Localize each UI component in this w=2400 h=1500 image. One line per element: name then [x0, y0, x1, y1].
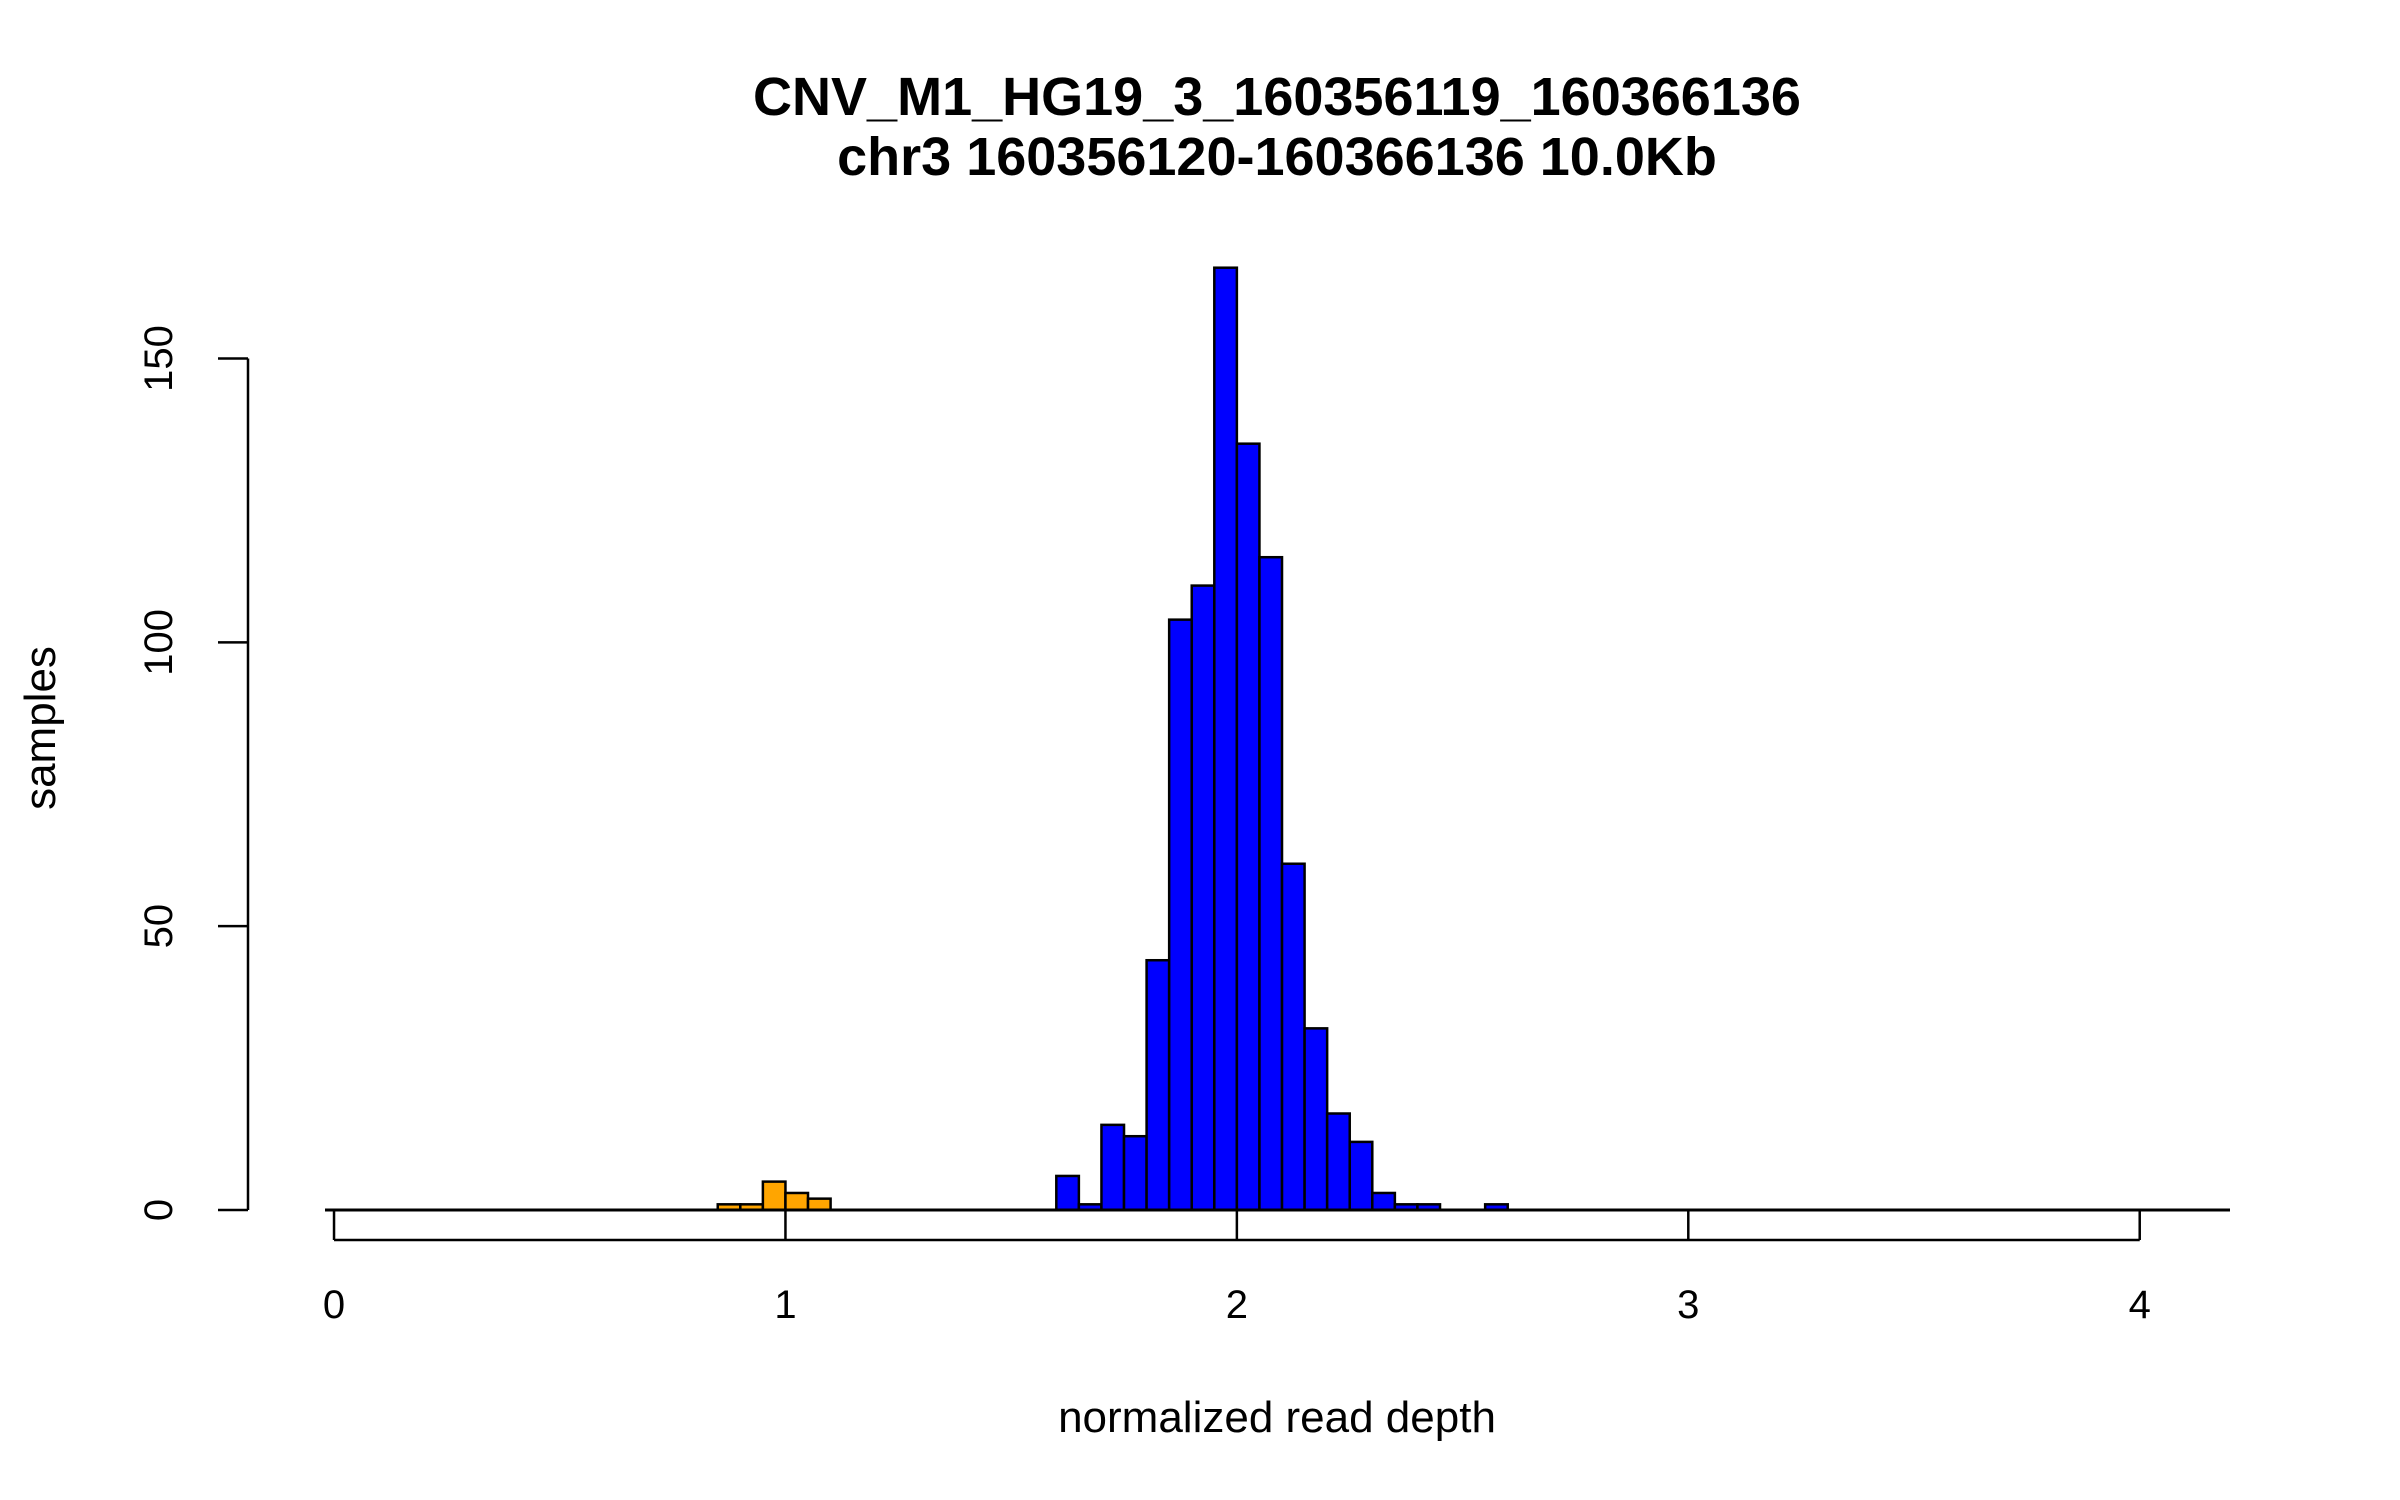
bar-deletion-3	[784, 1191, 810, 1212]
x-axis-label: normalized read depth	[1058, 1393, 1496, 1442]
bar-normal-10	[1280, 862, 1306, 1212]
bar-normal-9	[1258, 555, 1284, 1212]
x-tick-label-2: 2	[1226, 1283, 1248, 1327]
bar-normal-6	[1190, 584, 1216, 1212]
bar-normal-5	[1167, 618, 1193, 1212]
bar-normal-2	[1100, 1123, 1126, 1212]
bar-normal-0	[1055, 1174, 1081, 1212]
histogram-bars	[716, 266, 1509, 1212]
bar-normal-7	[1213, 266, 1239, 1212]
y-tick-label-2: 100	[137, 609, 181, 676]
bar-deletion-2	[761, 1180, 787, 1212]
chart-subtitle: chr3 160356120-160366136 10.0Kb	[837, 127, 1717, 187]
x-axis: 0 1 2 3 4	[323, 1210, 2151, 1327]
x-tick-label-3: 3	[1677, 1283, 1699, 1327]
chart-title: CNV_M1_HG19_3_160356119_160366136	[753, 67, 1801, 127]
x-tick-label-0: 0	[323, 1283, 345, 1327]
bar-normal-13	[1348, 1140, 1374, 1212]
bar-normal-3	[1122, 1134, 1148, 1212]
bar-normal-12	[1325, 1112, 1351, 1212]
x-tick-label-4: 4	[2129, 1283, 2151, 1327]
y-tick-label-1: 50	[137, 904, 181, 949]
x-tick-label-1: 1	[774, 1283, 796, 1327]
y-tick-label-3: 150	[137, 325, 181, 392]
y-tick-label-0: 0	[137, 1199, 181, 1221]
y-axis-label: samples	[16, 646, 65, 810]
bar-normal-4	[1145, 958, 1171, 1212]
bar-deletion-4	[806, 1197, 832, 1212]
bar-normal-8	[1235, 442, 1261, 1212]
bar-normal-14	[1371, 1191, 1397, 1212]
bar-normal-11	[1303, 1027, 1329, 1212]
y-axis: 0 50 100 150	[137, 325, 250, 1221]
